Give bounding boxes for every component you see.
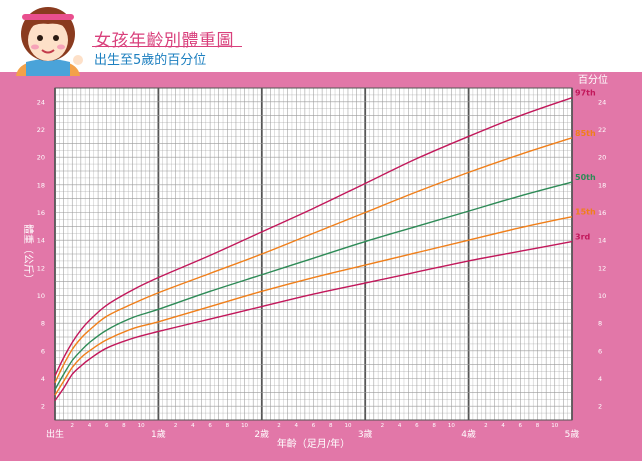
- x-month-tick-label: 8: [432, 423, 436, 429]
- series-label-50th: 50th: [575, 173, 596, 182]
- x-month-tick-label: 8: [329, 423, 333, 429]
- y-tick-label-left: 8: [41, 320, 45, 328]
- x-year-label: 4歲: [461, 428, 476, 440]
- x-month-tick-label: 10: [551, 423, 558, 429]
- y-tick-label-left: 14: [37, 237, 45, 245]
- y-tick-label-left: 24: [37, 98, 45, 106]
- x-year-label: 3歲: [358, 428, 373, 440]
- y-tick-label-right: 12: [598, 264, 606, 272]
- x-year-label: 2歲: [254, 428, 269, 440]
- girl-illustration: [16, 7, 83, 76]
- plot-border: [54, 87, 573, 421]
- y-tick-label-left: 22: [37, 126, 45, 134]
- x-month-tick-label: 10: [448, 423, 455, 429]
- series-line-85th: [54, 137, 573, 383]
- x-month-tick-label: 6: [105, 423, 109, 429]
- y-tick-label-left: 16: [37, 209, 45, 217]
- y-tick-label-right: 14: [598, 237, 606, 245]
- x-month-tick-label: 2: [70, 423, 74, 429]
- x-month-tick-label: 6: [415, 423, 419, 429]
- y-tick-label-right: 18: [598, 181, 606, 189]
- y-tick-label-left: 6: [41, 347, 45, 355]
- y-tick-label-right: 10: [598, 292, 606, 300]
- series-label-3rd: 3rd: [575, 233, 591, 242]
- x-month-tick-label: 10: [138, 423, 145, 429]
- y-tick-label-right: 4: [598, 375, 602, 383]
- x-month-tick-label: 8: [226, 423, 230, 429]
- x-month-tick-label: 4: [398, 423, 402, 429]
- x-month-tick-label: 8: [122, 423, 126, 429]
- series-line-97th: [54, 97, 573, 377]
- series-label-15th: 15th: [575, 208, 596, 217]
- x-month-tick-label: 6: [208, 423, 212, 429]
- y-tick-label-left: 2: [41, 403, 45, 411]
- grid: [54, 87, 573, 421]
- y-tick-label-right: 6: [598, 347, 602, 355]
- x-year-label: 1歲: [151, 428, 166, 440]
- x-year-label: 5歲: [565, 428, 580, 440]
- x-month-tick-label: 8: [536, 423, 540, 429]
- y-tick-label-left: 4: [41, 375, 45, 383]
- x-month-tick-label: 4: [88, 423, 92, 429]
- y-tick-label-right: 24: [598, 98, 606, 106]
- y-tick-label-left: 20: [37, 154, 45, 162]
- y-tick-label-left: 18: [37, 181, 45, 189]
- x-month-tick-label: 4: [501, 423, 505, 429]
- y-tick-label-right: 22: [598, 126, 606, 134]
- x-month-tick-label: 2: [484, 423, 488, 429]
- y-tick-label-right: 2: [598, 403, 602, 411]
- x-month-tick-label: 6: [519, 423, 523, 429]
- y-tick-label-left: 10: [37, 292, 45, 300]
- series-label-85th: 85th: [575, 129, 596, 138]
- series-line-15th: [54, 215, 573, 396]
- y-tick-label-left: 12: [37, 264, 45, 272]
- x-month-tick-label: 10: [241, 423, 248, 429]
- legend-title: 百分位: [578, 73, 608, 86]
- x-month-tick-label: 4: [191, 423, 195, 429]
- x-month-tick-label: 6: [312, 423, 316, 429]
- y-tick-label-right: 16: [598, 209, 606, 217]
- y-tick-label-right: 8: [598, 320, 602, 328]
- x-month-tick-label: 2: [277, 423, 281, 429]
- title-underline: [92, 46, 242, 47]
- y-tick-label-right: 20: [598, 154, 606, 162]
- x-month-tick-label: 10: [344, 423, 351, 429]
- x-month-tick-label: 4: [295, 423, 299, 429]
- chart-subtitle: 出生至5歲的百分位: [94, 53, 207, 68]
- x-month-tick-label: 2: [174, 423, 178, 429]
- x-year-label: 出生: [46, 428, 64, 440]
- series-lines: [54, 97, 573, 402]
- series-label-97th: 97th: [575, 89, 596, 98]
- y-axis-label: 體重（公斤）: [22, 224, 35, 284]
- series-line-3rd: [54, 240, 573, 402]
- x-month-tick-label: 2: [381, 423, 385, 429]
- x-axis-label: 年齡（足月/年）: [277, 437, 350, 450]
- series-line-50th: [54, 181, 573, 390]
